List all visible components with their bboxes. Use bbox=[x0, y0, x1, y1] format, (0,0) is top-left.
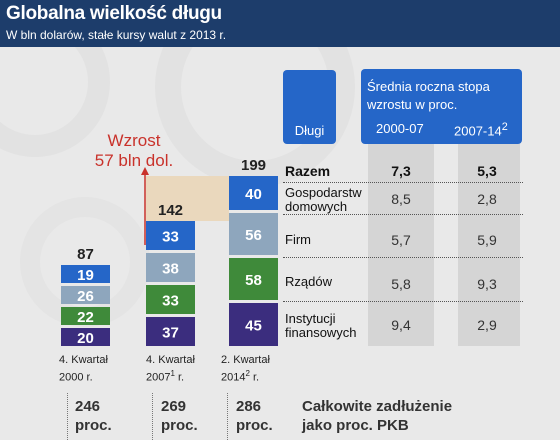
row-label-instytucji: Instytucji finansowych bbox=[285, 311, 357, 340]
bar-total-label: 142 bbox=[158, 202, 183, 219]
bar-value-label: 19 bbox=[77, 267, 94, 284]
pkb-value: 269 bbox=[161, 398, 187, 415]
rate-rzadow-2000-07: 5,8 bbox=[391, 276, 411, 292]
rate-gospodarstw-2000-07: 8,5 bbox=[391, 191, 411, 207]
rate-razem-2000-07: 7,3 bbox=[391, 163, 411, 179]
period-line1: 2. Kwartał bbox=[221, 354, 270, 366]
bar-instytucji-1 bbox=[146, 317, 195, 346]
rate-header-label: Średnia roczna stopa wzrostu w proc. bbox=[367, 79, 490, 112]
rate-instytucji-2007-14: 2,9 bbox=[477, 317, 497, 333]
pkb-description-line1: Całkowite zadłużenie bbox=[302, 398, 453, 415]
row-label-gospodarstw: Gospodarstw domowych bbox=[285, 185, 362, 214]
bar-value-label: 56 bbox=[245, 227, 262, 244]
period-label-2007: 4. Kwartał 20071 r. bbox=[146, 353, 195, 385]
period-label-2000: 4. Kwartał 2000 r. bbox=[59, 353, 108, 385]
bar-rzadow-1 bbox=[146, 285, 195, 314]
rate-firm-2007-14: 5,9 bbox=[477, 232, 497, 248]
bar-value-label: 38 bbox=[162, 261, 179, 278]
pkb-2014: 286 proc. bbox=[236, 397, 273, 435]
pkb-unit: proc. bbox=[161, 417, 198, 434]
bar-value-label: 33 bbox=[162, 293, 179, 310]
period-year: 2014 bbox=[221, 371, 246, 384]
rate-col2-header: 2007-142 bbox=[454, 121, 508, 138]
footer-separator bbox=[152, 393, 153, 440]
bar-gospodarstw-0 bbox=[61, 265, 110, 283]
bar-value-label: 40 bbox=[245, 186, 262, 203]
bar-firm-2 bbox=[229, 213, 278, 255]
bar-total-label: 87 bbox=[77, 246, 94, 263]
bar-rzadow-2 bbox=[229, 258, 278, 300]
bar-instytucji-0 bbox=[61, 328, 110, 346]
period-year: 2000 bbox=[59, 371, 84, 384]
bar-value-label: 45 bbox=[245, 318, 262, 335]
period-line2: 20071 r. bbox=[146, 367, 195, 385]
bar-firm-0 bbox=[61, 286, 110, 304]
bar-value-label: 33 bbox=[162, 229, 179, 246]
growth-band bbox=[146, 176, 229, 221]
footer-separator bbox=[67, 393, 68, 440]
bar-gospodarstw-1 bbox=[146, 221, 195, 250]
stacked-bar-chart: 20 22 26 19 37 33 38 33 45 58 56 40 87 142 199 bbox=[61, 157, 278, 347]
period-line1: 4. Kwartał bbox=[59, 354, 108, 366]
chart-subtitle: W bln dolarów, stałe kursy walut z 2013 … bbox=[6, 28, 227, 42]
period-footnote: 1 bbox=[170, 369, 175, 378]
chart-canvas: 20 22 26 19 37 33 38 33 45 58 56 40 87 142 199 Długi Ś… bbox=[0, 47, 560, 440]
row-separator bbox=[283, 257, 523, 258]
row-label-firm: Firm bbox=[285, 232, 311, 247]
pkb-value: 286 bbox=[236, 398, 262, 415]
pkb-2000: 246 proc. bbox=[75, 397, 112, 435]
bar-value-label: 37 bbox=[162, 325, 179, 342]
dlugi-header-label: Długi bbox=[294, 123, 325, 138]
period-line1: 4. Kwartał bbox=[146, 354, 195, 366]
rate-col2-header-main: 2007-14 bbox=[454, 123, 502, 139]
rate-rzadow-2007-14: 9,3 bbox=[477, 276, 497, 292]
row-separator bbox=[283, 214, 523, 215]
row-label-rzadow: Rządów bbox=[285, 274, 332, 289]
pkb-unit: proc. bbox=[236, 417, 273, 434]
growth-arrow-head bbox=[141, 167, 149, 175]
bar-rzadow-0 bbox=[61, 307, 110, 325]
header: Globalna wielkość długu W bln dolarów, s… bbox=[0, 0, 560, 47]
period-label-2014: 2. Kwartał 20142 r. bbox=[221, 353, 270, 385]
pkb-2007: 269 proc. bbox=[161, 397, 198, 435]
pkb-description-line2: jako proc. PKB bbox=[302, 417, 409, 434]
bar-firm-1 bbox=[146, 253, 195, 282]
bar-value-label: 22 bbox=[77, 309, 94, 326]
footer-separator bbox=[227, 393, 228, 440]
bar-instytucji-2 bbox=[229, 303, 278, 346]
rate-header: Średnia roczna stopa wzrostu w proc. 200… bbox=[361, 69, 522, 144]
pkb-unit: proc. bbox=[75, 417, 112, 434]
pkb-value: 246 bbox=[75, 398, 101, 415]
rate-gospodarstw-2007-14: 2,8 bbox=[477, 191, 497, 207]
row-separator bbox=[283, 182, 523, 183]
period-year: 2007 bbox=[146, 371, 171, 384]
rate-instytucji-2000-07: 9,4 bbox=[391, 317, 411, 333]
row-separator bbox=[283, 301, 523, 302]
period-suffix: r. bbox=[83, 371, 93, 384]
period-footnote: 2 bbox=[245, 369, 250, 378]
dlugi-header: Długi bbox=[283, 70, 336, 144]
growth-annotation: Wzrost 57 bln dol. bbox=[80, 131, 188, 171]
period-line2: 20142 r. bbox=[221, 367, 270, 385]
pkb-description: Całkowite zadłużenie jako proc. PKB bbox=[302, 397, 452, 435]
chart-title: Globalna wielkość długu bbox=[6, 3, 222, 24]
growth-line2: 57 bln dol. bbox=[94, 151, 174, 170]
bar-total-label: 199 bbox=[241, 157, 266, 174]
period-suffix: r. bbox=[249, 371, 260, 384]
bar-value-label: 58 bbox=[245, 272, 262, 289]
rate-col1-header: 2000-07 bbox=[376, 121, 424, 136]
table-col2-background bbox=[458, 144, 520, 346]
period-line2: 2000 r. bbox=[59, 367, 108, 385]
growth-line1: Wzrost bbox=[107, 131, 161, 150]
bar-value-label: 26 bbox=[77, 288, 94, 305]
bar-value-label: 20 bbox=[77, 330, 94, 347]
bar-gospodarstw-2 bbox=[229, 176, 278, 210]
row-label-razem: Razem bbox=[285, 163, 331, 179]
rate-razem-2007-14: 5,3 bbox=[477, 163, 497, 179]
rate-firm-2000-07: 5,7 bbox=[391, 232, 411, 248]
rate-col2-footnote: 2 bbox=[501, 121, 508, 133]
period-suffix: r. bbox=[174, 371, 185, 384]
table-col1-background bbox=[368, 144, 434, 346]
